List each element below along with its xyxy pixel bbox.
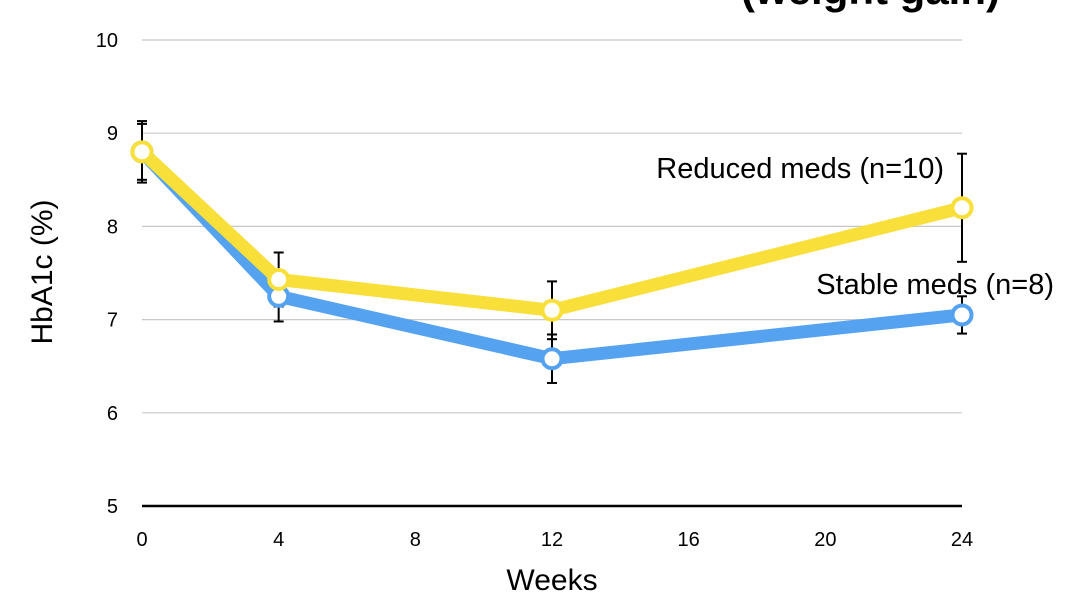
y-tick-label: 5 (107, 496, 118, 518)
series-lines (135, 145, 969, 366)
tick-labels: 5 6 7 8 9 10 0 4 8 12 16 20 24 (96, 30, 973, 551)
data-point-reduced-meds (267, 268, 291, 292)
x-axis-title: Weeks (506, 564, 597, 596)
x-tick-label: 0 (136, 529, 147, 551)
x-tick-label: 8 (410, 529, 421, 551)
data-point-stable-meds (950, 303, 974, 327)
data-point-reduced-meds (130, 140, 154, 164)
x-tick-label: 4 (273, 529, 284, 551)
x-tick-label: 12 (541, 529, 563, 551)
x-tick-label: 16 (678, 529, 700, 551)
y-tick-label: 7 (107, 310, 118, 332)
data-point-reduced-meds (950, 196, 974, 220)
y-axis-title: HbA1c (%) (26, 199, 59, 344)
y-tick-label: 9 (107, 123, 118, 145)
y-tick-label: 6 (107, 403, 118, 425)
data-point-reduced-meds (540, 298, 564, 322)
series-points (130, 140, 974, 371)
series-label-stable-meds: Stable meds (n=8) (816, 269, 1054, 301)
series-label-reduced-meds: Reduced meds (n=10) (656, 153, 944, 185)
y-tick-label: 10 (96, 30, 118, 52)
series-line-reduced-meds (135, 145, 969, 317)
x-tick-label: 20 (814, 529, 836, 551)
series-labels: Stable meds (n=8) Reduced meds (n=10) (656, 153, 1054, 301)
x-tick-label: 24 (951, 529, 973, 551)
y-tick-label: 8 (107, 216, 118, 238)
data-point-stable-meds (540, 347, 564, 371)
chart-title: (weight gain) (741, 0, 1000, 13)
